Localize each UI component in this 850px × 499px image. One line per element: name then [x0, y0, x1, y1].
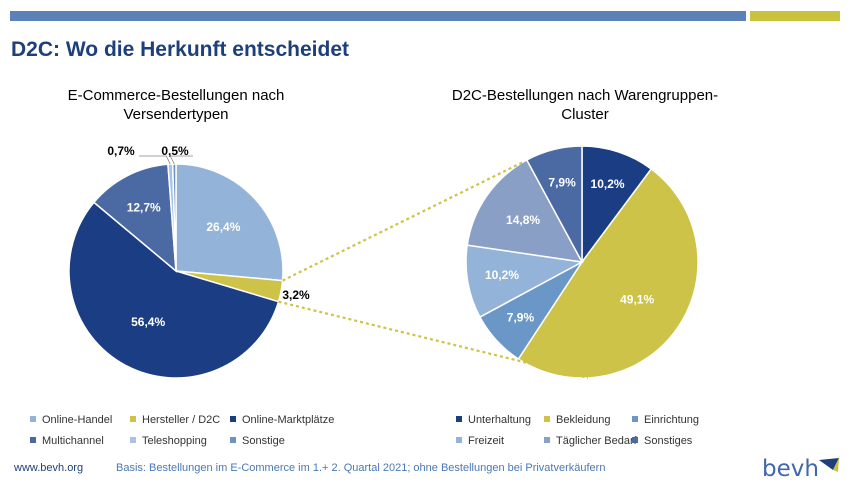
chart-2-title: D2C-Bestellungen nach Warengruppen- Clus…	[430, 86, 740, 124]
legend-swatch	[130, 437, 136, 443]
legend-swatch	[30, 437, 36, 443]
pie-1-leader-sonstige	[169, 155, 193, 165]
pie-2-slice-unterhaltung	[581, 145, 653, 265]
legend-label: Sonstige	[242, 435, 285, 447]
chart-2-title-line-2: Cluster	[561, 106, 609, 123]
pie-2-label-freizeit: 10,2%	[485, 268, 519, 282]
pie-charts-canvas: 26,4% 3,2% 56,4% 12,7% 0,7% 0,5% 10,2% 49,1% 7,9…	[68, 144, 699, 379]
legend-label: Täglicher Bedarf	[556, 435, 637, 447]
connector-line-top	[282, 161, 524, 282]
pie-1-label-hersteller-d2c: 3,2%	[282, 288, 310, 302]
legend-label: Online-Handel	[42, 414, 113, 426]
pie-2-label-sonstiges: 7,9%	[548, 175, 576, 189]
pie-1-slice-online-handel	[175, 163, 284, 282]
pie-1-slice-sonstige	[171, 163, 177, 272]
chart-1-title: E-Commerce-Bestellungen nach Versenderty…	[36, 86, 316, 124]
top-bar-yellow	[750, 11, 840, 21]
legend-item-sonstiges: Sonstiges	[632, 435, 692, 447]
legend-swatch	[130, 416, 136, 422]
legend-swatch	[30, 416, 36, 422]
logo-text: bevh	[762, 456, 819, 482]
legend-label: Teleshopping	[142, 435, 207, 447]
legend-label: Unterhaltung	[468, 414, 531, 426]
footer-url[interactable]: www.bevh.org	[14, 462, 84, 474]
legend-item-teleshopping: Teleshopping	[130, 435, 207, 447]
legend-item-unterhaltung: Unterhaltung	[456, 414, 531, 426]
legend-swatch	[230, 416, 236, 422]
pie-2-slice-sonstiges	[525, 145, 583, 263]
legend-label: Einrichtung	[644, 414, 700, 426]
page-title: D2C: Wo die Herkunft entscheidet	[11, 38, 349, 61]
legend-item-online-handel: Online-Handel	[30, 414, 112, 426]
legend-item-sonstige: Sonstige	[230, 435, 285, 447]
legend-label: Bekleidung	[556, 414, 611, 426]
pie-1-leader-teleshopping	[139, 155, 171, 165]
legend-swatch	[632, 416, 638, 422]
chart-1-title-line-1: E-Commerce-Bestellungen nach	[67, 87, 285, 104]
legend-label: Sonstiges	[644, 435, 693, 447]
pie-1-label-multichannel: 12,7%	[127, 200, 161, 214]
legend-swatch	[456, 416, 462, 422]
pie-1-label-online-marktpl-tze: 56,4%	[131, 315, 165, 329]
legend-swatch	[544, 437, 550, 443]
legend-swatch	[456, 437, 462, 443]
footer-note: Basis: Bestellungen im E-Commerce im 1.+…	[116, 462, 606, 474]
pie-1-slice-online-marktpl-tze	[68, 201, 280, 379]
legend-item-hersteller: Hersteller / D2C	[130, 414, 220, 426]
legend-item-multichannel: Multichannel	[30, 435, 104, 447]
legend-item-bekleidung: Bekleidung	[544, 414, 610, 426]
pie-1-slice-multichannel	[92, 163, 177, 273]
pie-2-slice-freizeit	[465, 244, 585, 319]
pie-2-label-bekleidung: 49,1%	[620, 293, 654, 307]
connector-line-bottom	[278, 300, 589, 379]
logo-mark-icon	[819, 458, 839, 472]
chart-1-title-line-2: Versendertypen	[123, 106, 229, 123]
legend-swatch	[632, 437, 638, 443]
pie-2-slice-bekleidung	[517, 167, 699, 379]
legend-label: Hersteller / D2C	[142, 414, 221, 426]
legend-item-taeglicher-bedarf: Täglicher Bedarf	[544, 435, 637, 447]
legend-item-online-marktplaetze: Online-Marktplätze	[230, 414, 334, 426]
pie-2-label-einrichtung: 7,9%	[507, 311, 535, 325]
pie-1-label-online-handel: 26,4%	[206, 220, 240, 234]
pie-2-label-t-glicher-bedarf: 14,8%	[506, 213, 540, 227]
legend-swatch	[544, 416, 550, 422]
legend-item-einrichtung: Einrichtung	[632, 414, 699, 426]
legend-label: Multichannel	[42, 435, 104, 447]
legend-item-freizeit: Freizeit	[456, 435, 504, 447]
pie-1-label-teleshopping: 0,7%	[107, 144, 135, 158]
pie-2-label-unterhaltung: 10,2%	[591, 177, 625, 191]
bevh-logo: bevh	[762, 456, 839, 482]
legend-swatch	[230, 437, 236, 443]
top-bar-blue	[10, 11, 746, 21]
chart-2-title-line-1: D2C-Bestellungen nach Warengruppen-	[451, 87, 719, 104]
pie-1-label-sonstige: 0,5%	[161, 144, 189, 158]
legend-label: Freizeit	[468, 435, 505, 447]
legend-label: Online-Marktplätze	[242, 414, 335, 426]
